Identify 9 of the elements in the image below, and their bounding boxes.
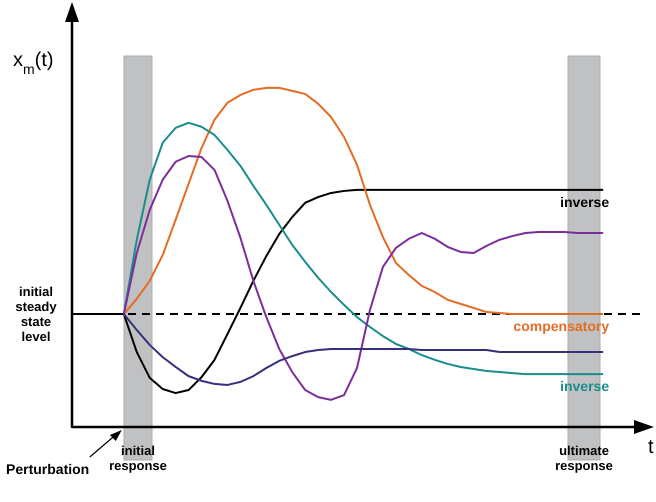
series-label: compensatory (513, 318, 610, 334)
series-label: inverse (560, 194, 610, 210)
text: Perturbation (6, 461, 90, 477)
text: initial response (109, 443, 167, 473)
ref-line-label: initial steady state level (15, 284, 58, 344)
y-axis-title: x$_{m}$(t) (13, 49, 54, 77)
text: ultimate response (555, 443, 613, 473)
x-axis-title: t (648, 436, 654, 458)
series-label: inverse (560, 378, 610, 394)
